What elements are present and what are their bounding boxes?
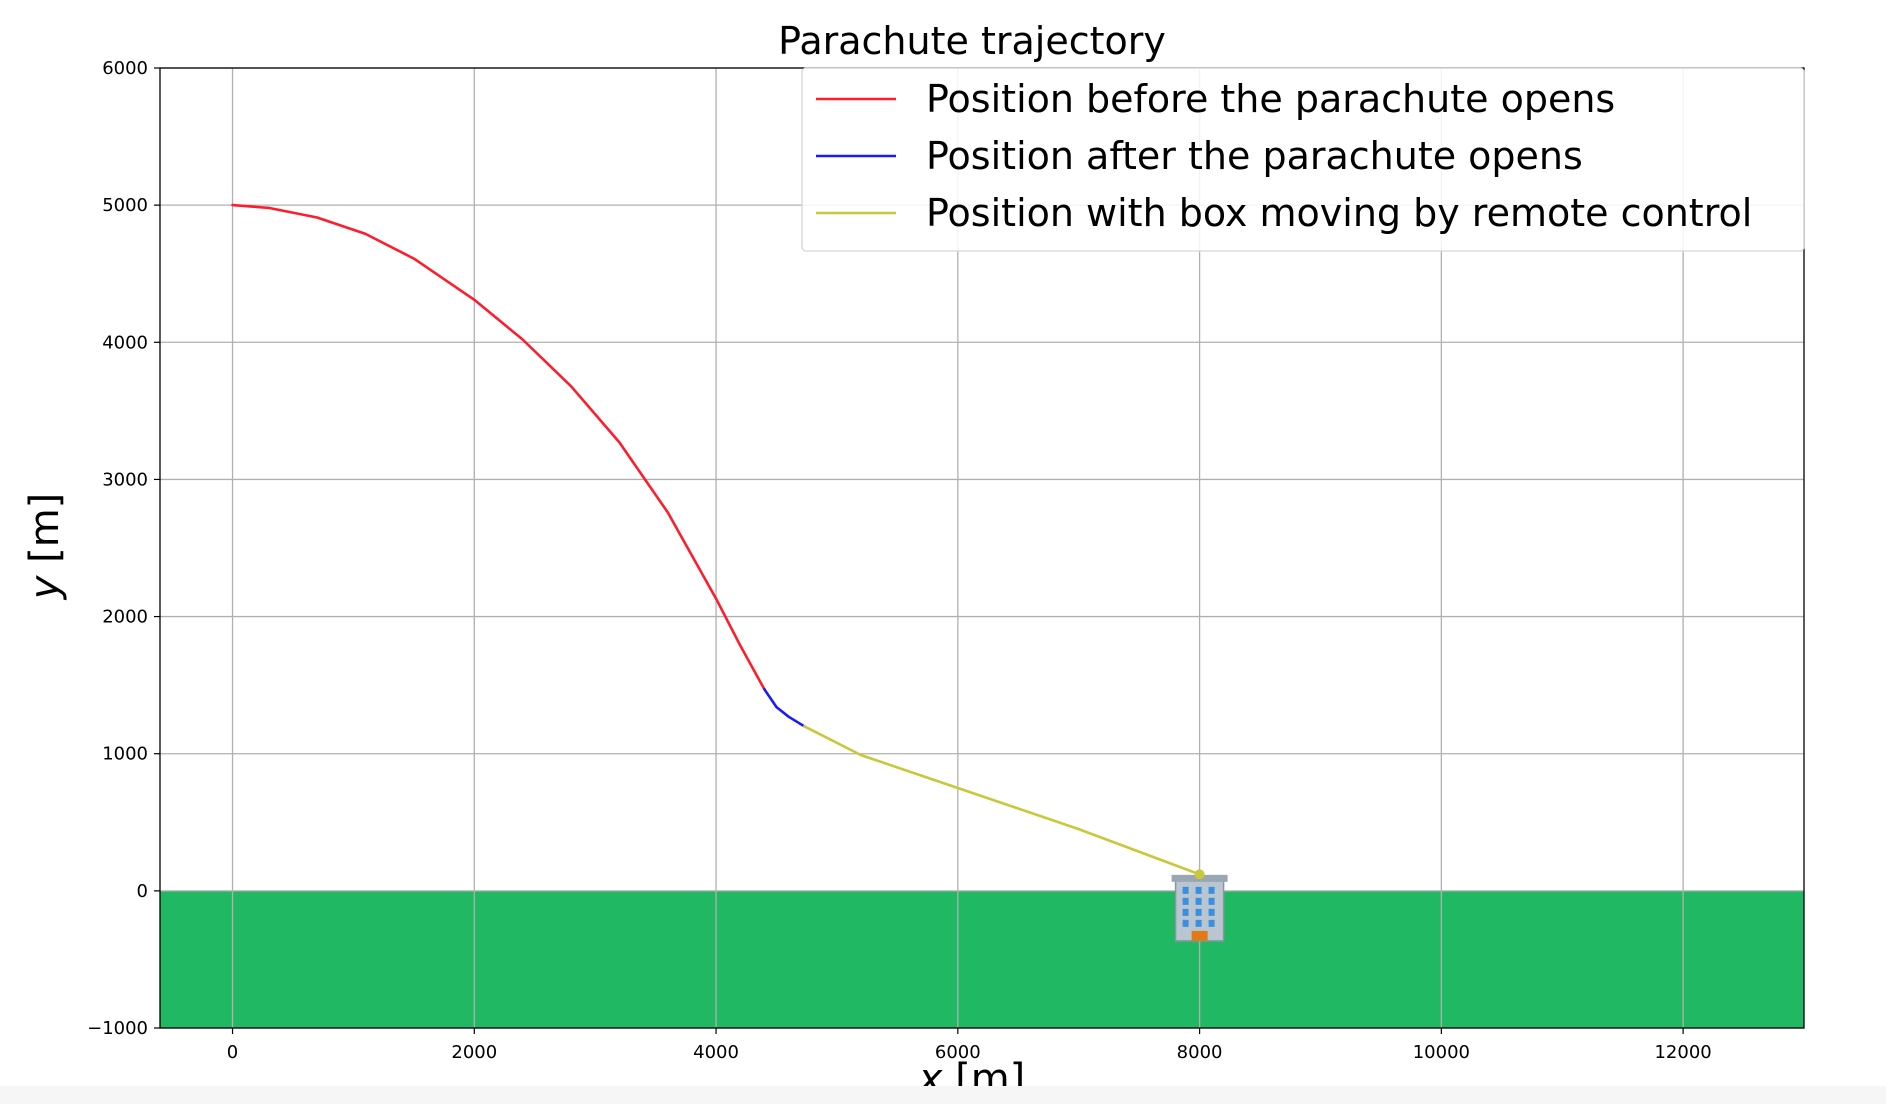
y-tick-label: 6000 — [102, 58, 148, 79]
x-tick-label: 10000 — [1413, 1042, 1470, 1063]
y-tick-label: 4000 — [102, 332, 148, 353]
x-tick-label: 6000 — [935, 1042, 981, 1063]
series-line-3 — [802, 724, 1201, 876]
y-tick-label: 5000 — [102, 195, 148, 216]
x-tick-label: 12000 — [1654, 1042, 1711, 1063]
y-tick-label: 2000 — [102, 607, 148, 628]
legend-label-2: Position after the parachute opens — [926, 134, 1583, 178]
y-axis-label-var: y — [22, 574, 68, 600]
x-tick-label: 4000 — [693, 1042, 739, 1063]
y-tick-label: −1000 — [87, 1018, 148, 1039]
legend-label-3: Position with box moving by remote contr… — [926, 191, 1752, 235]
y-axis-label: y [m] — [22, 493, 68, 601]
y-tick-label: 0 — [137, 881, 148, 902]
y-axis-label-unit: [m] — [22, 493, 68, 576]
y-tick-label: 1000 — [102, 744, 148, 765]
x-tick-label: 2000 — [451, 1042, 497, 1063]
legend-box — [801, 67, 1805, 252]
series-line-1 — [231, 203, 766, 691]
series-line-2 — [763, 687, 806, 728]
y-tick-label: 3000 — [102, 469, 148, 490]
x-tick-label: 0 — [227, 1042, 238, 1063]
legend: Position before the parachute opens Posit… — [801, 67, 1805, 252]
legend-label-1: Position before the parachute opens — [926, 77, 1615, 121]
landing-point — [1194, 869, 1205, 880]
chart-title: Parachute trajectory — [778, 19, 1166, 63]
ground-area — [160, 890, 1804, 1028]
office-building-icon — [1171, 874, 1228, 942]
x-tick-label: 8000 — [1177, 1042, 1223, 1063]
bottom-strip — [0, 1086, 1886, 1104]
